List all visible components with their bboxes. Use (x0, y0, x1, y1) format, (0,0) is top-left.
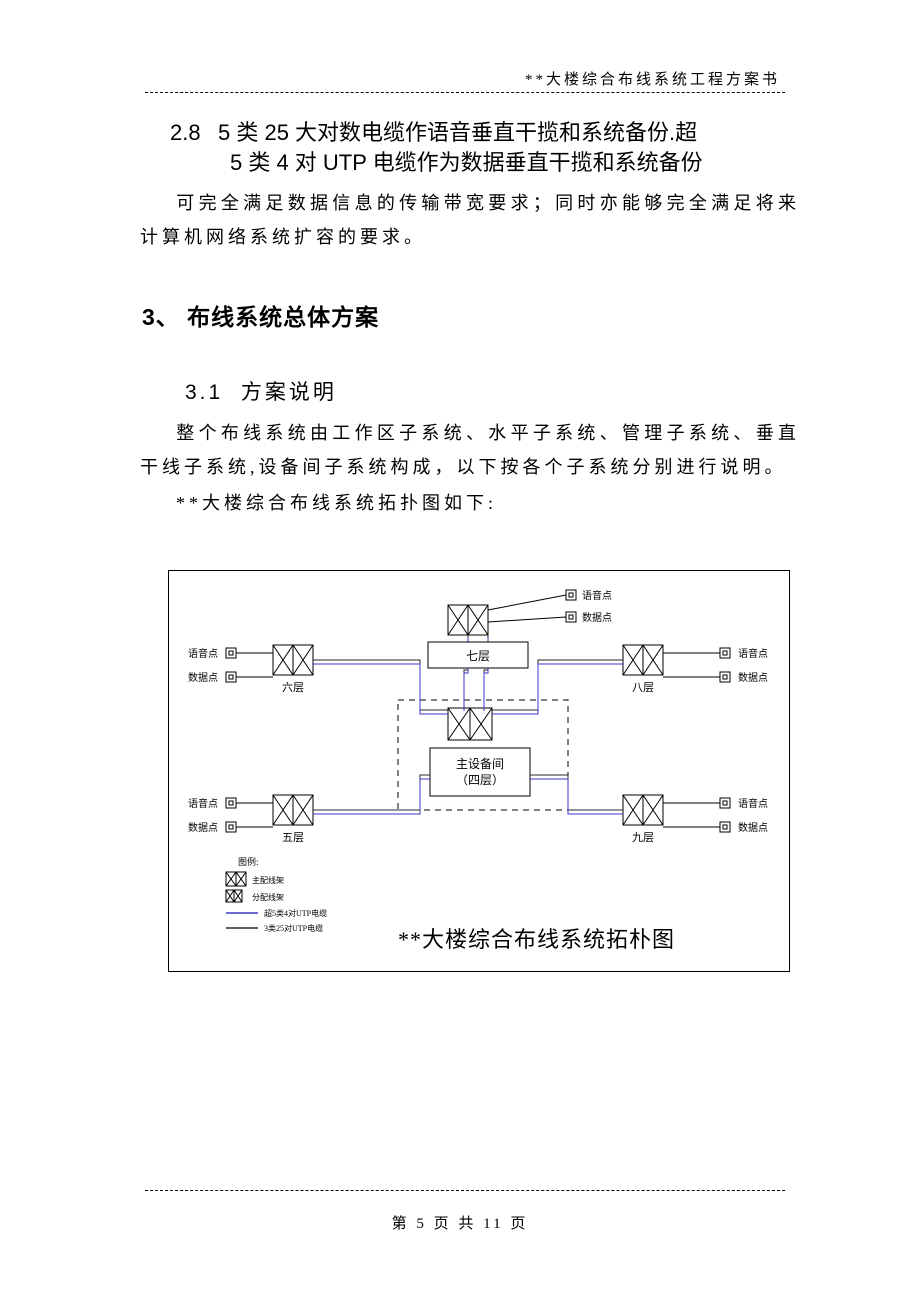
paragraph-3-1-a: 整个布线系统由工作区子系统、水平子系统、管理子系统、垂直干线子系统,设备间子系统… (140, 416, 800, 484)
heading-2-8: 2.85 类 25 大对数电缆作语音垂直干揽和系统备份.超 (170, 118, 810, 148)
heading-3-1: 3.1 方案说明 (185, 376, 337, 406)
footer-pager: 第 5 页 共 11 页 (0, 1212, 920, 1233)
running-header: **大楼综合布线系统工程方案书 (0, 68, 780, 89)
diagram-title: **大楼综合布线系统拓朴图 (398, 922, 675, 954)
heading-2-8-number: 2.8 (170, 118, 218, 148)
paragraph-2-8: 可完全满足数据信息的传输带宽要求；同时亦能够完全满足将来计算机网络系统扩容的要求… (140, 186, 800, 254)
heading-2-8-line1: 5 类 25 大对数电缆作语音垂直干揽和系统备份.超 (218, 120, 697, 145)
paragraph-3-1-b: **大楼综合布线系统拓扑图如下: (140, 486, 800, 520)
heading-3-1-title: 方案说明 (241, 381, 337, 404)
heading-3: 3、 布线系统总体方案 (142, 298, 379, 332)
header-rule (145, 92, 785, 93)
heading-3-1-number: 3.1 (185, 381, 223, 404)
footer-rule (145, 1190, 785, 1191)
topology-diagram: 主设备间（四层）六层七层八层五层九层语音点数据点语音点数据点语音点数据点语音点数… (168, 570, 788, 970)
heading-2-8-line2: 5 类 4 对 UTP 电缆作为数据垂直干揽和系统备份 (170, 148, 870, 178)
diagram-frame (168, 570, 790, 972)
